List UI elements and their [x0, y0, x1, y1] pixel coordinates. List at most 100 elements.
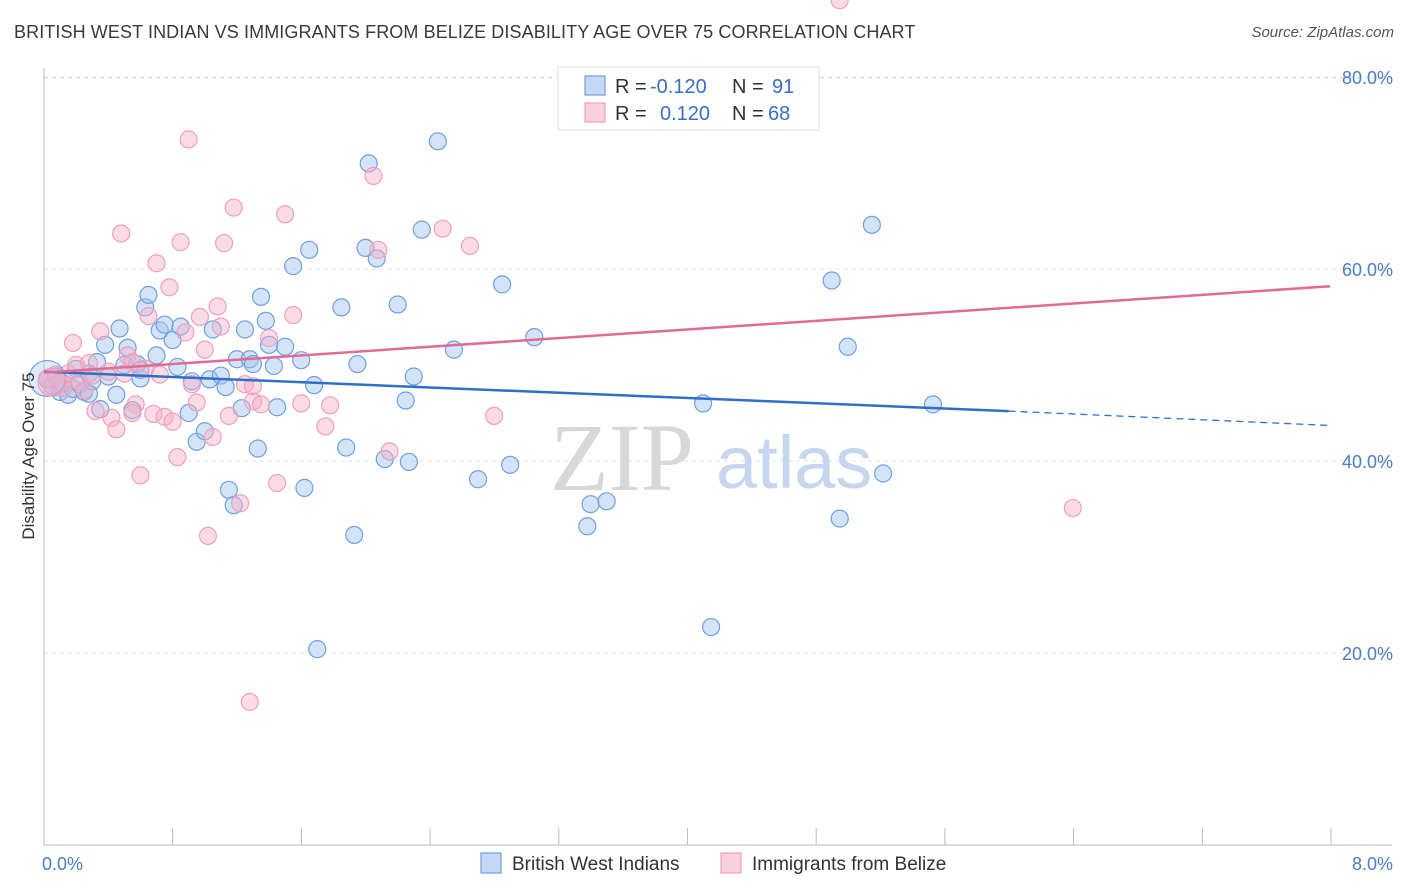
point-immigrants-from-belize-14 [102, 408, 121, 427]
point-british-west-indians-14 [95, 335, 115, 354]
point-immigrants-from-belize-31 [171, 233, 190, 252]
legend-swatch-british-west-indians [584, 75, 606, 96]
point-immigrants-from-belize-50 [259, 329, 279, 348]
point-british-west-indians-26 [150, 321, 169, 340]
point-immigrants-from-belize-23 [139, 306, 158, 326]
y-tick-label-40: 40.0% [1342, 452, 1393, 472]
data-points [28, 0, 1082, 712]
point-immigrants-from-belize-38 [198, 526, 218, 545]
trend-line-british-west-indians-extension [1008, 410, 1331, 427]
point-immigrants-from-belize-26 [150, 365, 169, 384]
legend-r-label-1: R = [615, 76, 647, 98]
bottom-legend-swatch-immigrants-from-belize [720, 852, 742, 874]
point-british-west-indians-49 [259, 335, 279, 354]
point-british-west-indians-79 [581, 495, 600, 514]
point-british-west-indians-58 [308, 640, 327, 659]
point-british-west-indians-88 [923, 395, 943, 414]
point-british-west-indians-74 [468, 470, 488, 489]
point-british-west-indians-43 [235, 320, 255, 339]
cluster-immigrants-from-belize [37, 367, 67, 397]
point-immigrants-from-belize-35 [187, 393, 206, 412]
point-immigrants-from-belize-51 [267, 473, 287, 493]
point-immigrants-from-belize-61 [460, 236, 480, 256]
point-british-west-indians-60 [337, 438, 356, 457]
y-tick-labels: 20.0% 40.0% 60.0% 80.0% [1342, 68, 1393, 664]
watermark-atlas: atlas [716, 421, 872, 504]
legend-r-label-2: R = [615, 103, 647, 125]
point-immigrants-from-belize-42 [214, 233, 234, 253]
point-british-west-indians-48 [256, 311, 275, 330]
bottom-legend-swatch-british-west-indians [480, 852, 502, 874]
legend-n-label-1: N = [732, 76, 764, 98]
point-immigrants-from-belize-29 [163, 412, 182, 431]
legend-n-value-2: 68 [768, 103, 790, 125]
point-british-west-indians-27 [155, 315, 174, 334]
bottom-legend-label-immigrants-from-belize: Immigrants from Belize [752, 854, 946, 875]
point-british-west-indians-50 [264, 356, 283, 376]
point-british-west-indians-29 [168, 357, 187, 377]
point-british-west-indians-24 [139, 285, 158, 305]
point-immigrants-from-belize-15 [107, 420, 126, 439]
point-british-west-indians-57 [304, 376, 324, 395]
legend-r-value-2: 0.120 [660, 103, 710, 125]
point-british-west-indians-71 [412, 220, 431, 239]
point-immigrants-from-belize-67 [243, 377, 263, 396]
x-ticks [43, 828, 1332, 845]
point-immigrants-from-belize-21 [131, 466, 150, 485]
point-british-west-indians-47 [251, 287, 271, 306]
point-immigrants-from-belize-57 [364, 166, 383, 185]
point-british-west-indians-55 [295, 478, 314, 497]
point-immigrants-from-belize-39 [203, 427, 222, 447]
point-immigrants-from-belize-9 [75, 380, 94, 400]
watermark-zip: ZIP [550, 404, 694, 511]
point-british-west-indians-30 [171, 317, 190, 336]
point-immigrants-from-belize-53 [284, 305, 303, 325]
point-immigrants-from-belize-65 [86, 401, 105, 421]
point-british-west-indians-67 [388, 295, 407, 314]
point-immigrants-from-belize-56 [321, 396, 340, 415]
point-british-west-indians-77 [525, 328, 544, 347]
legend-n-value-1: 91 [772, 76, 794, 98]
point-immigrants-from-belize-58 [369, 240, 388, 259]
legend-n-label-2: N = [732, 103, 764, 125]
point-british-west-indians-81 [702, 617, 721, 637]
point-british-west-indians-87 [874, 464, 893, 483]
point-immigrants-from-belize-47 [240, 692, 259, 712]
correlation-legend: R = -0.120 N = 91 R = 0.120 N = 68 [557, 66, 820, 131]
point-british-west-indians-85 [838, 337, 857, 356]
bottom-legend-label-british-west-indians: British West Indians [512, 854, 680, 875]
point-british-west-indians-52 [276, 337, 295, 356]
point-immigrants-from-belize-55 [316, 417, 335, 436]
point-british-west-indians-70 [404, 367, 423, 386]
point-british-west-indians-76 [501, 455, 520, 474]
point-immigrants-from-belize-62 [485, 406, 504, 425]
series-legend: British West Indians Immigrants from Bel… [480, 852, 946, 875]
point-immigrants-from-belize-43 [219, 406, 238, 425]
point-immigrants-from-belize-36 [190, 307, 210, 327]
y-tick-label-80: 80.0% [1342, 68, 1393, 88]
point-immigrants-from-belize-33 [179, 130, 198, 149]
point-british-west-indians-83 [822, 271, 841, 290]
point-british-west-indians-59 [332, 298, 351, 317]
point-british-west-indians-19 [118, 338, 137, 357]
point-british-west-indians-69 [399, 452, 419, 472]
chart-title: BRITISH WEST INDIAN VS IMMIGRANTS FROM B… [14, 22, 916, 42]
y-tick-label-20: 20.0% [1342, 644, 1393, 664]
trend-line-british-west-indians [43, 370, 1009, 413]
legend-swatch-immigrants-from-belize [584, 102, 606, 123]
point-immigrants-from-belize-37 [195, 340, 214, 359]
point-british-west-indians-56 [300, 240, 319, 259]
point-british-west-indians-78 [578, 517, 597, 536]
point-immigrants-from-belize-52 [276, 205, 295, 224]
point-immigrants-from-belize-16 [112, 224, 131, 243]
point-immigrants-from-belize-13 [99, 362, 118, 381]
point-immigrants-from-belize-34 [182, 375, 201, 394]
x-tick-label-min: 0.0% [42, 854, 83, 874]
point-british-west-indians-53 [284, 257, 303, 276]
point-british-west-indians-16 [107, 385, 126, 404]
point-immigrants-from-belize-24 [144, 404, 163, 424]
point-immigrants-from-belize-66 [123, 403, 142, 423]
point-immigrants-from-belize-45 [231, 494, 250, 513]
point-immigrants-from-belize-28 [160, 278, 179, 297]
